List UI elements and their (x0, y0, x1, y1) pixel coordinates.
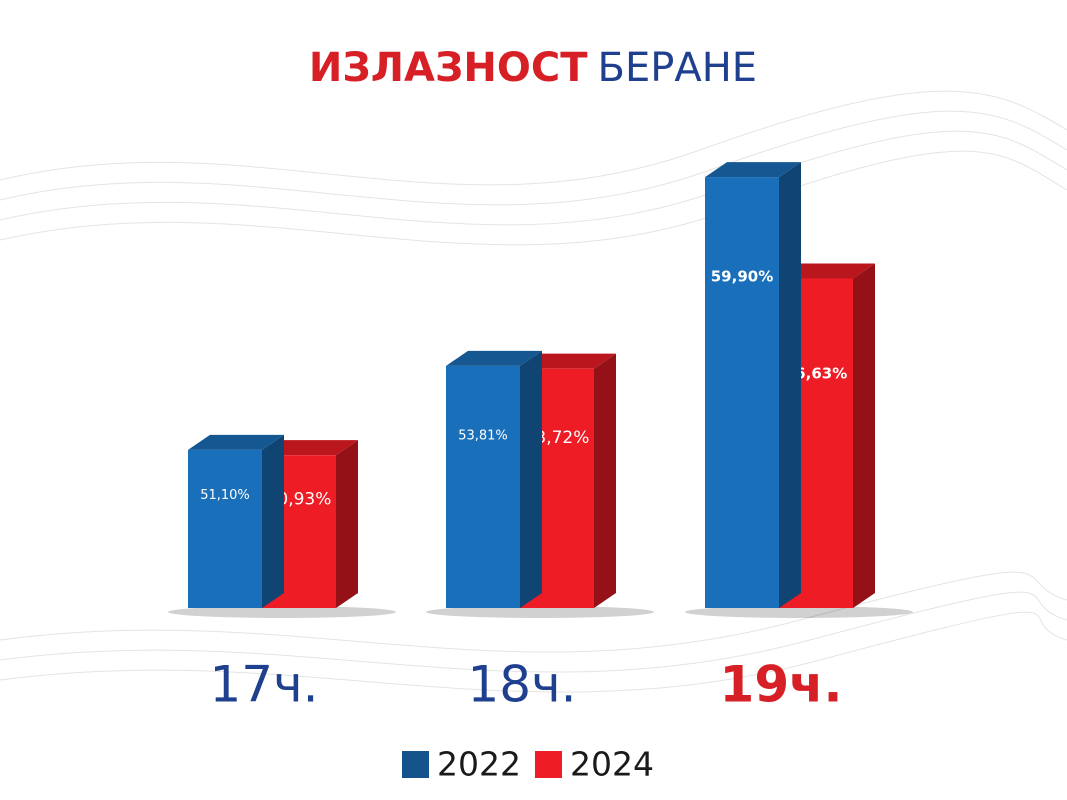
bar (705, 162, 801, 608)
bar-front (446, 365, 520, 608)
bar-top (262, 440, 358, 456)
bar-front (188, 449, 262, 608)
bar-side (594, 353, 616, 608)
bar-front (705, 177, 779, 608)
value-label: 51,10% (200, 488, 250, 503)
bar-top (520, 353, 616, 369)
bar-side (336, 440, 358, 608)
value-label: 53,81% (458, 429, 508, 444)
legend-swatch (402, 751, 429, 778)
background-waves (0, 90, 1067, 693)
title-sub: БЕРАНЕ (598, 45, 758, 91)
bar (446, 350, 542, 608)
bar-shadow (685, 606, 913, 618)
x-tick-label: 19ч. (720, 656, 843, 714)
x-tick-label: 17ч. (209, 656, 318, 714)
value-label: 59,90% (711, 268, 773, 286)
legend-swatch (534, 751, 562, 778)
bar-side (520, 350, 542, 608)
bar-shadow (168, 606, 396, 618)
bar-side (853, 263, 875, 608)
title-main: ИЗЛАЗНОСТ (309, 45, 588, 91)
bar-top (188, 434, 284, 450)
legend-label: 2024 (570, 745, 654, 784)
bar-side (262, 434, 284, 608)
bar (188, 434, 284, 608)
bar-side (779, 162, 801, 608)
bar-top (446, 350, 542, 366)
bar-top (779, 263, 875, 279)
bar-shadow (426, 606, 654, 618)
chart-title: ИЗЛАЗНОСТ БЕРАНЕ (309, 45, 757, 91)
x-tick-label: 18ч. (467, 656, 576, 714)
legend-label: 2022 (437, 745, 521, 784)
bar-top (705, 162, 801, 178)
